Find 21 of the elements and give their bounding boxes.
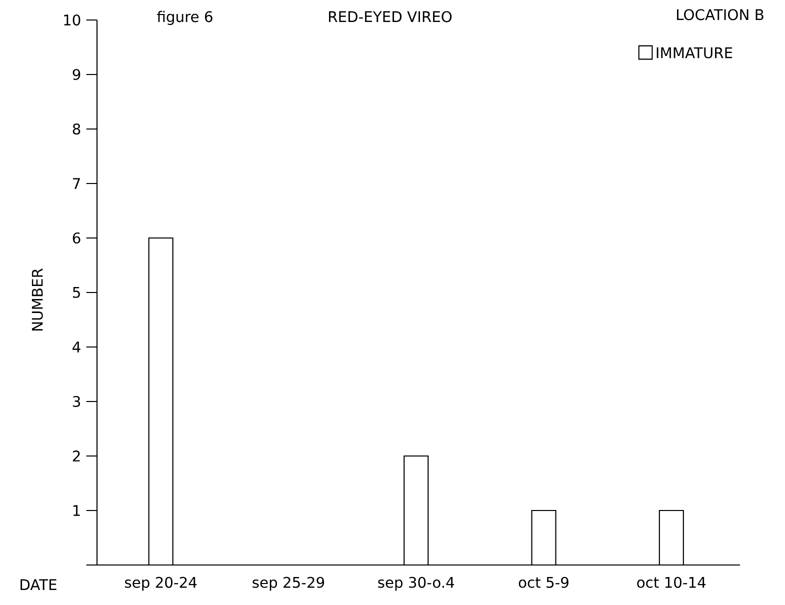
x-axis-title: DATE bbox=[20, 579, 56, 590]
chart-title: RED-EYED VIREO bbox=[329, 11, 452, 22]
x-tick-label: sep 25-29 bbox=[252, 576, 324, 591]
x-tick-label: oct 5-9 bbox=[518, 576, 568, 588]
legend-label: IMMATURE bbox=[656, 47, 732, 58]
y-tick-label: 3 bbox=[72, 396, 80, 408]
x-tick-label: sep 20-24 bbox=[125, 576, 197, 591]
x-tick-label: oct 10-14 bbox=[637, 576, 706, 588]
y-tick-label: 8 bbox=[72, 123, 80, 135]
y-tick-label: 1 bbox=[73, 505, 80, 516]
x-tick-label: sep 30-o.4 bbox=[378, 576, 454, 591]
y-axis-title: NUMBER bbox=[32, 268, 43, 330]
y-tick-label: 5 bbox=[72, 287, 80, 298]
y-tick-label: 2 bbox=[72, 450, 80, 462]
y-tick-label: 6 bbox=[72, 232, 80, 244]
annotation: LOCATION B bbox=[677, 9, 764, 20]
y-tick-label: 10 bbox=[64, 14, 80, 26]
y-tick-label: 7 bbox=[73, 178, 80, 189]
y-tick-label: 9 bbox=[72, 68, 80, 80]
annotation: figure 6 bbox=[157, 10, 212, 26]
y-tick-label: 4 bbox=[72, 342, 80, 352]
